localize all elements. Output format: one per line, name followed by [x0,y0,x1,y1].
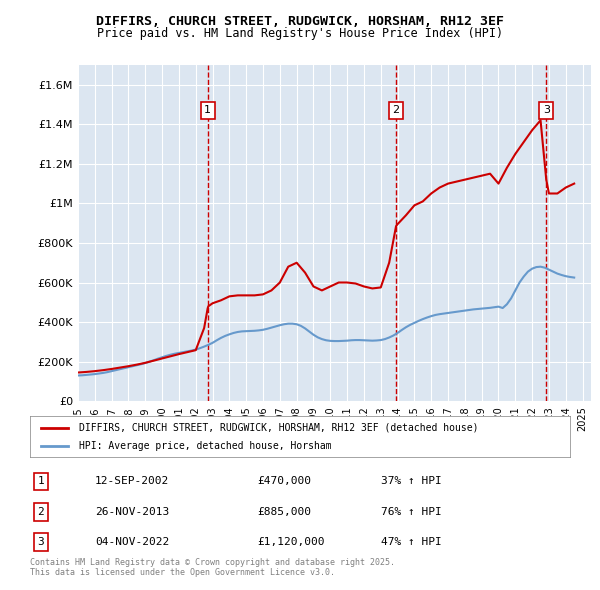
Text: 2: 2 [392,105,400,115]
Text: 37% ↑ HPI: 37% ↑ HPI [381,477,442,486]
Text: 12-SEP-2002: 12-SEP-2002 [95,477,169,486]
Text: 76% ↑ HPI: 76% ↑ HPI [381,507,442,517]
Text: DIFFIRS, CHURCH STREET, RUDGWICK, HORSHAM, RH12 3EF: DIFFIRS, CHURCH STREET, RUDGWICK, HORSHA… [96,15,504,28]
Text: 1: 1 [204,105,211,115]
Text: £470,000: £470,000 [257,477,311,486]
Text: DIFFIRS, CHURCH STREET, RUDGWICK, HORSHAM, RH12 3EF (detached house): DIFFIRS, CHURCH STREET, RUDGWICK, HORSHA… [79,422,478,432]
Text: Contains HM Land Registry data © Crown copyright and database right 2025.
This d: Contains HM Land Registry data © Crown c… [30,558,395,577]
Text: 2: 2 [37,507,44,517]
Text: HPI: Average price, detached house, Horsham: HPI: Average price, detached house, Hors… [79,441,331,451]
Text: 3: 3 [543,105,550,115]
Text: 26-NOV-2013: 26-NOV-2013 [95,507,169,517]
Text: 04-NOV-2022: 04-NOV-2022 [95,537,169,547]
Text: 47% ↑ HPI: 47% ↑ HPI [381,537,442,547]
Text: 1: 1 [37,477,44,486]
Text: Price paid vs. HM Land Registry's House Price Index (HPI): Price paid vs. HM Land Registry's House … [97,27,503,40]
Text: 3: 3 [37,537,44,547]
Text: £885,000: £885,000 [257,507,311,517]
Text: £1,120,000: £1,120,000 [257,537,324,547]
